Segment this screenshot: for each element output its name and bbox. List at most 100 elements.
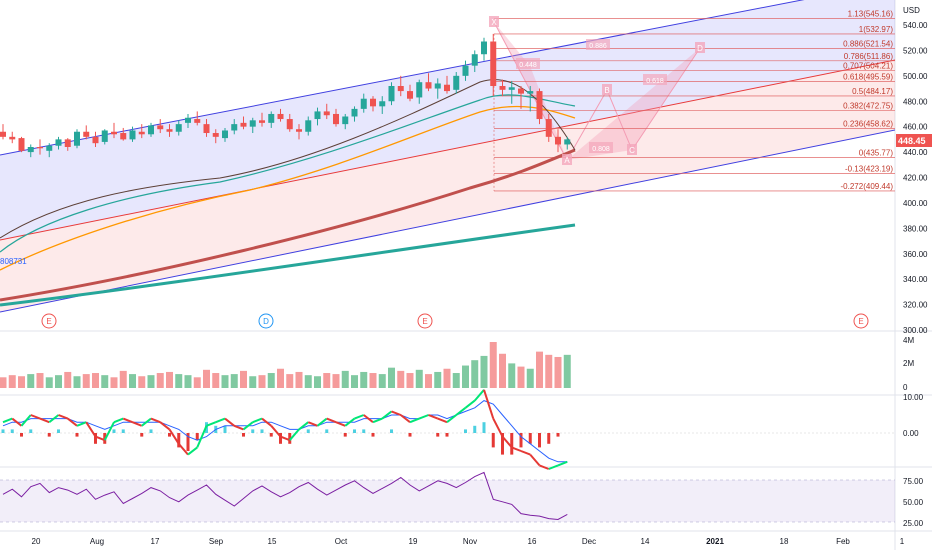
time-axis-label: Sep <box>209 537 224 546</box>
time-axis[interactable]: 20 Aug 17 Sep 15 Oct 19 Nov 16 Dec 14 2021 18 Feb 1 <box>32 537 905 546</box>
left-edge-label: 808731 <box>0 257 27 266</box>
macd-line-segment <box>187 446 198 456</box>
volume-bar <box>517 366 525 388</box>
candle-body <box>370 98 376 107</box>
volume-bar <box>378 374 386 388</box>
volume-bar <box>45 377 53 388</box>
price-tick-label: 460.00 <box>903 123 928 132</box>
rsi-line <box>2 471 568 521</box>
candle-body <box>564 139 571 145</box>
volume-bars <box>0 342 571 388</box>
macd-histogram-bar <box>464 429 467 433</box>
candle <box>518 86 524 109</box>
candle <box>18 136 25 153</box>
macd-histogram-bar <box>269 433 273 437</box>
candle-body <box>388 86 395 102</box>
candle <box>83 125 90 140</box>
macd-line-segment <box>557 460 568 467</box>
volume-bar <box>175 374 183 388</box>
candle-body <box>536 91 543 120</box>
candle <box>481 37 487 61</box>
candle-body <box>64 139 71 147</box>
candle-body <box>499 86 506 90</box>
sma-200-line <box>0 148 576 302</box>
macd-line-segment <box>520 450 531 456</box>
candle-body <box>545 119 552 137</box>
rsi-band-fill <box>0 480 895 522</box>
macd-line-segment <box>381 410 393 420</box>
macd-line-segment <box>473 389 485 402</box>
candle-body <box>425 82 432 89</box>
macd-line-segment <box>242 421 254 431</box>
main-pane[interactable]: 1.13(545.16) 1(532.97) 0.886(521.54) 0.786(… <box>0 0 895 313</box>
price-axis-ticks[interactable]: 540.00 520.00 500.00 480.00 460.00 440.00 420.… <box>903 21 928 335</box>
macd-histogram-bar <box>538 433 541 448</box>
volume-bar <box>221 375 229 388</box>
time-axis-label: 20 <box>32 537 41 546</box>
fib-level-label: 0.236(458.62) <box>843 119 893 128</box>
macd-line-segment <box>39 417 50 424</box>
candle <box>268 111 275 128</box>
macd-histogram-bar <box>362 429 366 433</box>
volume-bar <box>425 374 432 388</box>
pattern-ratio-label: 0.886 <box>589 43 607 50</box>
pattern-ratio-label: 0.618 <box>646 78 664 85</box>
candle <box>555 129 561 153</box>
volume-bar <box>563 354 571 388</box>
macd-line-segment <box>316 417 328 427</box>
candle <box>74 129 80 149</box>
candle-body <box>148 125 154 135</box>
candle <box>490 33 497 97</box>
candle <box>471 50 478 73</box>
last-price-badge: 448.45 <box>896 134 932 147</box>
macd-line-segment <box>58 414 69 420</box>
macd-histogram-bar <box>195 433 199 441</box>
candle-body <box>259 120 265 123</box>
macd-histogram-bar <box>491 433 495 448</box>
macd-line-segment <box>141 417 152 427</box>
candle-body <box>323 111 330 116</box>
macd-line-segment <box>501 435 513 449</box>
macd-histogram-bar <box>1 429 5 433</box>
candle-body <box>286 119 293 130</box>
candle-body <box>0 131 6 137</box>
macd-signal-line <box>2 400 568 463</box>
macd-line-segment <box>122 417 133 424</box>
candle-body <box>481 41 487 55</box>
volume-bar <box>166 371 173 388</box>
price-tick-label: 320.00 <box>903 301 928 310</box>
volume-bar <box>443 368 451 388</box>
event-marker: E <box>41 313 57 329</box>
candle <box>231 119 238 135</box>
volume-bar <box>64 371 72 388</box>
candle-body <box>342 116 349 125</box>
candle <box>416 79 423 104</box>
macd-histogram-bar <box>251 429 255 433</box>
volume-bar <box>203 369 210 388</box>
volume-bar <box>462 365 469 388</box>
candle <box>462 60 469 81</box>
volume-bar <box>508 363 516 388</box>
macd-histogram-bar <box>408 433 412 437</box>
time-axis-label: Oct <box>335 537 348 546</box>
volume-bar <box>82 374 90 388</box>
time-axis-label: 18 <box>780 537 789 546</box>
candle <box>296 124 302 140</box>
candle <box>157 119 164 134</box>
volume-bar <box>277 368 284 388</box>
event-marker-circle <box>41 313 57 329</box>
volume-tick-label: 2M <box>903 359 914 368</box>
candle <box>333 108 339 127</box>
macd-line-segment <box>298 421 309 431</box>
rsi-tick-label: 50.00 <box>903 498 924 507</box>
volume-bar <box>147 375 155 388</box>
candle-body <box>9 136 16 140</box>
macd-histogram-bar <box>547 433 551 444</box>
macd-histogram-bar <box>29 429 33 433</box>
price-tick-label: 480.00 <box>903 97 928 106</box>
volume-bar <box>249 376 257 388</box>
event-marker: E <box>417 313 433 329</box>
event-marker-circle <box>258 313 274 329</box>
